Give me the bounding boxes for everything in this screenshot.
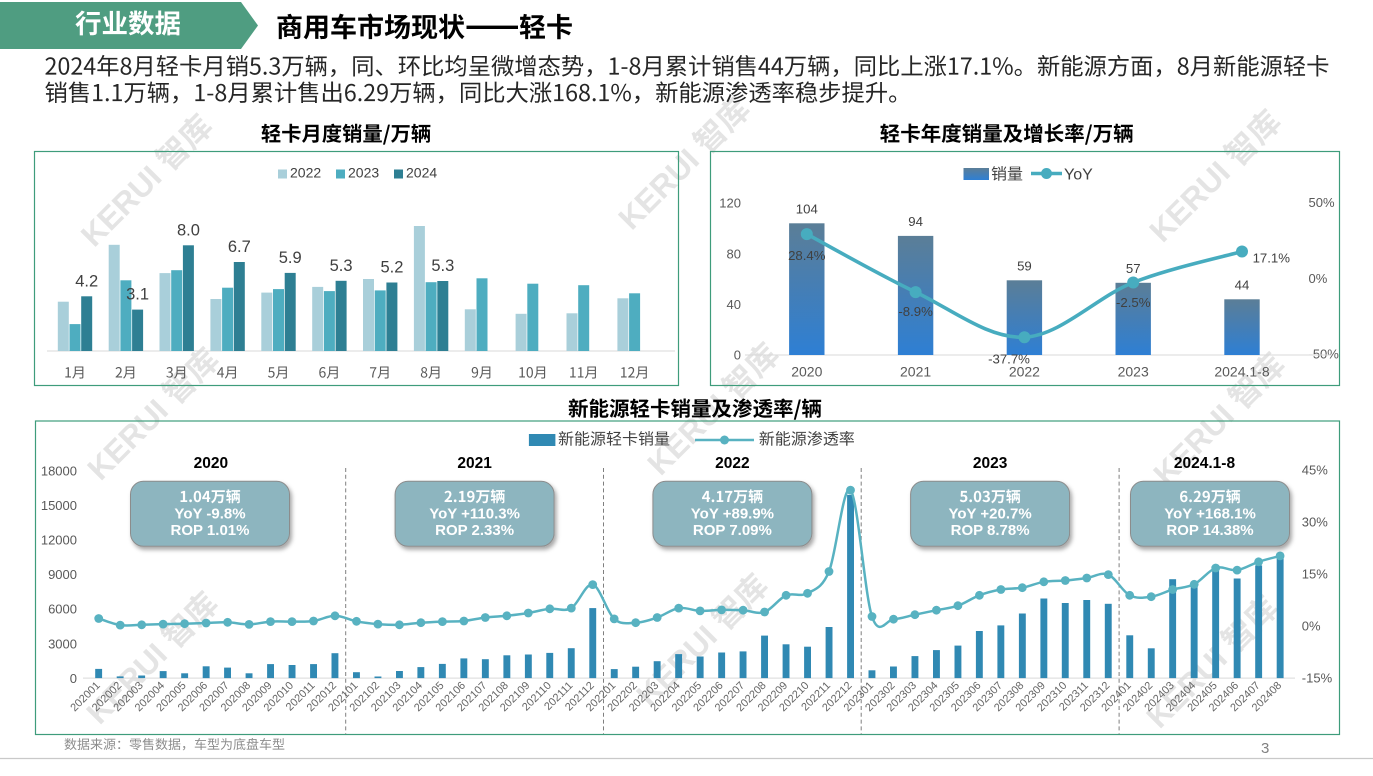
svg-text:94: 94 bbox=[908, 214, 923, 229]
svg-text:YoY +110.3%: YoY +110.3% bbox=[429, 506, 520, 523]
svg-text:3.1: 3.1 bbox=[126, 286, 149, 304]
svg-text:3: 3 bbox=[1261, 740, 1269, 757]
svg-text:5.9: 5.9 bbox=[279, 249, 302, 267]
svg-text:17.1%: 17.1% bbox=[1253, 250, 1291, 265]
svg-text:2022: 2022 bbox=[290, 164, 321, 180]
svg-text:15000: 15000 bbox=[41, 498, 77, 513]
svg-text:-15%: -15% bbox=[1302, 670, 1333, 685]
svg-text:ROP 1.01%: ROP 1.01% bbox=[171, 522, 250, 539]
svg-text:3000: 3000 bbox=[48, 636, 77, 651]
svg-text:5.3: 5.3 bbox=[431, 257, 454, 275]
svg-text:12000: 12000 bbox=[41, 533, 77, 548]
svg-text:6000: 6000 bbox=[48, 602, 77, 617]
svg-text:0: 0 bbox=[70, 671, 77, 686]
svg-text:2024.1-8: 2024.1-8 bbox=[1214, 364, 1269, 380]
svg-text:45%: 45% bbox=[1302, 463, 1328, 478]
svg-text:0%: 0% bbox=[1302, 619, 1321, 634]
svg-text:0%: 0% bbox=[1309, 271, 1328, 286]
svg-text:5.3: 5.3 bbox=[330, 257, 353, 275]
svg-text:2023: 2023 bbox=[348, 164, 379, 180]
svg-text:50%: 50% bbox=[1309, 195, 1335, 210]
svg-text:2022: 2022 bbox=[1009, 364, 1040, 380]
svg-text:YoY: YoY bbox=[1064, 167, 1093, 184]
svg-text:2023: 2023 bbox=[1118, 364, 1149, 380]
svg-text:YoY +20.7%: YoY +20.7% bbox=[948, 506, 1031, 523]
svg-text:2023: 2023 bbox=[973, 455, 1008, 472]
svg-text:-8.9%: -8.9% bbox=[898, 304, 933, 319]
svg-text:104: 104 bbox=[796, 201, 818, 216]
svg-text:YoY -9.8%: YoY -9.8% bbox=[174, 506, 245, 523]
svg-text:120: 120 bbox=[719, 196, 741, 211]
svg-text:5.2: 5.2 bbox=[380, 259, 403, 277]
svg-text:2022: 2022 bbox=[715, 455, 749, 472]
svg-text:15%: 15% bbox=[1302, 566, 1328, 581]
svg-text:2024.1-8: 2024.1-8 bbox=[1174, 455, 1236, 472]
svg-text:-37.7%: -37.7% bbox=[988, 352, 1030, 367]
svg-text:2021: 2021 bbox=[457, 455, 492, 472]
svg-text:4.2: 4.2 bbox=[75, 272, 98, 290]
svg-text:YoY +89.9%: YoY +89.9% bbox=[691, 506, 774, 523]
svg-text:40: 40 bbox=[727, 297, 741, 312]
svg-text:2024: 2024 bbox=[406, 164, 437, 180]
svg-text:ROP 8.78%: ROP 8.78% bbox=[951, 522, 1030, 539]
svg-text:2021: 2021 bbox=[900, 364, 931, 380]
svg-text:57: 57 bbox=[1126, 261, 1141, 276]
svg-text:28.4%: 28.4% bbox=[788, 248, 826, 263]
svg-text:9000: 9000 bbox=[48, 567, 77, 582]
svg-text:44: 44 bbox=[1235, 277, 1250, 292]
svg-text:0: 0 bbox=[734, 348, 741, 363]
svg-text:-2.5%: -2.5% bbox=[1116, 295, 1151, 310]
svg-text:30%: 30% bbox=[1302, 514, 1328, 529]
svg-text:ROP 14.38%: ROP 14.38% bbox=[1166, 522, 1253, 539]
svg-text:6.7: 6.7 bbox=[228, 238, 251, 256]
svg-text:-50%: -50% bbox=[1309, 346, 1340, 361]
svg-text:59: 59 bbox=[1017, 258, 1032, 273]
svg-text:ROP 2.33%: ROP 2.33% bbox=[435, 522, 514, 539]
svg-text:ROP 7.09%: ROP 7.09% bbox=[693, 522, 772, 539]
svg-text:8.0: 8.0 bbox=[177, 221, 200, 239]
svg-text:80: 80 bbox=[727, 246, 741, 261]
svg-text:2020: 2020 bbox=[791, 364, 822, 380]
svg-text:YoY +168.1%: YoY +168.1% bbox=[1164, 506, 1256, 523]
svg-text:2020: 2020 bbox=[194, 455, 228, 472]
svg-text:18000: 18000 bbox=[41, 464, 77, 479]
